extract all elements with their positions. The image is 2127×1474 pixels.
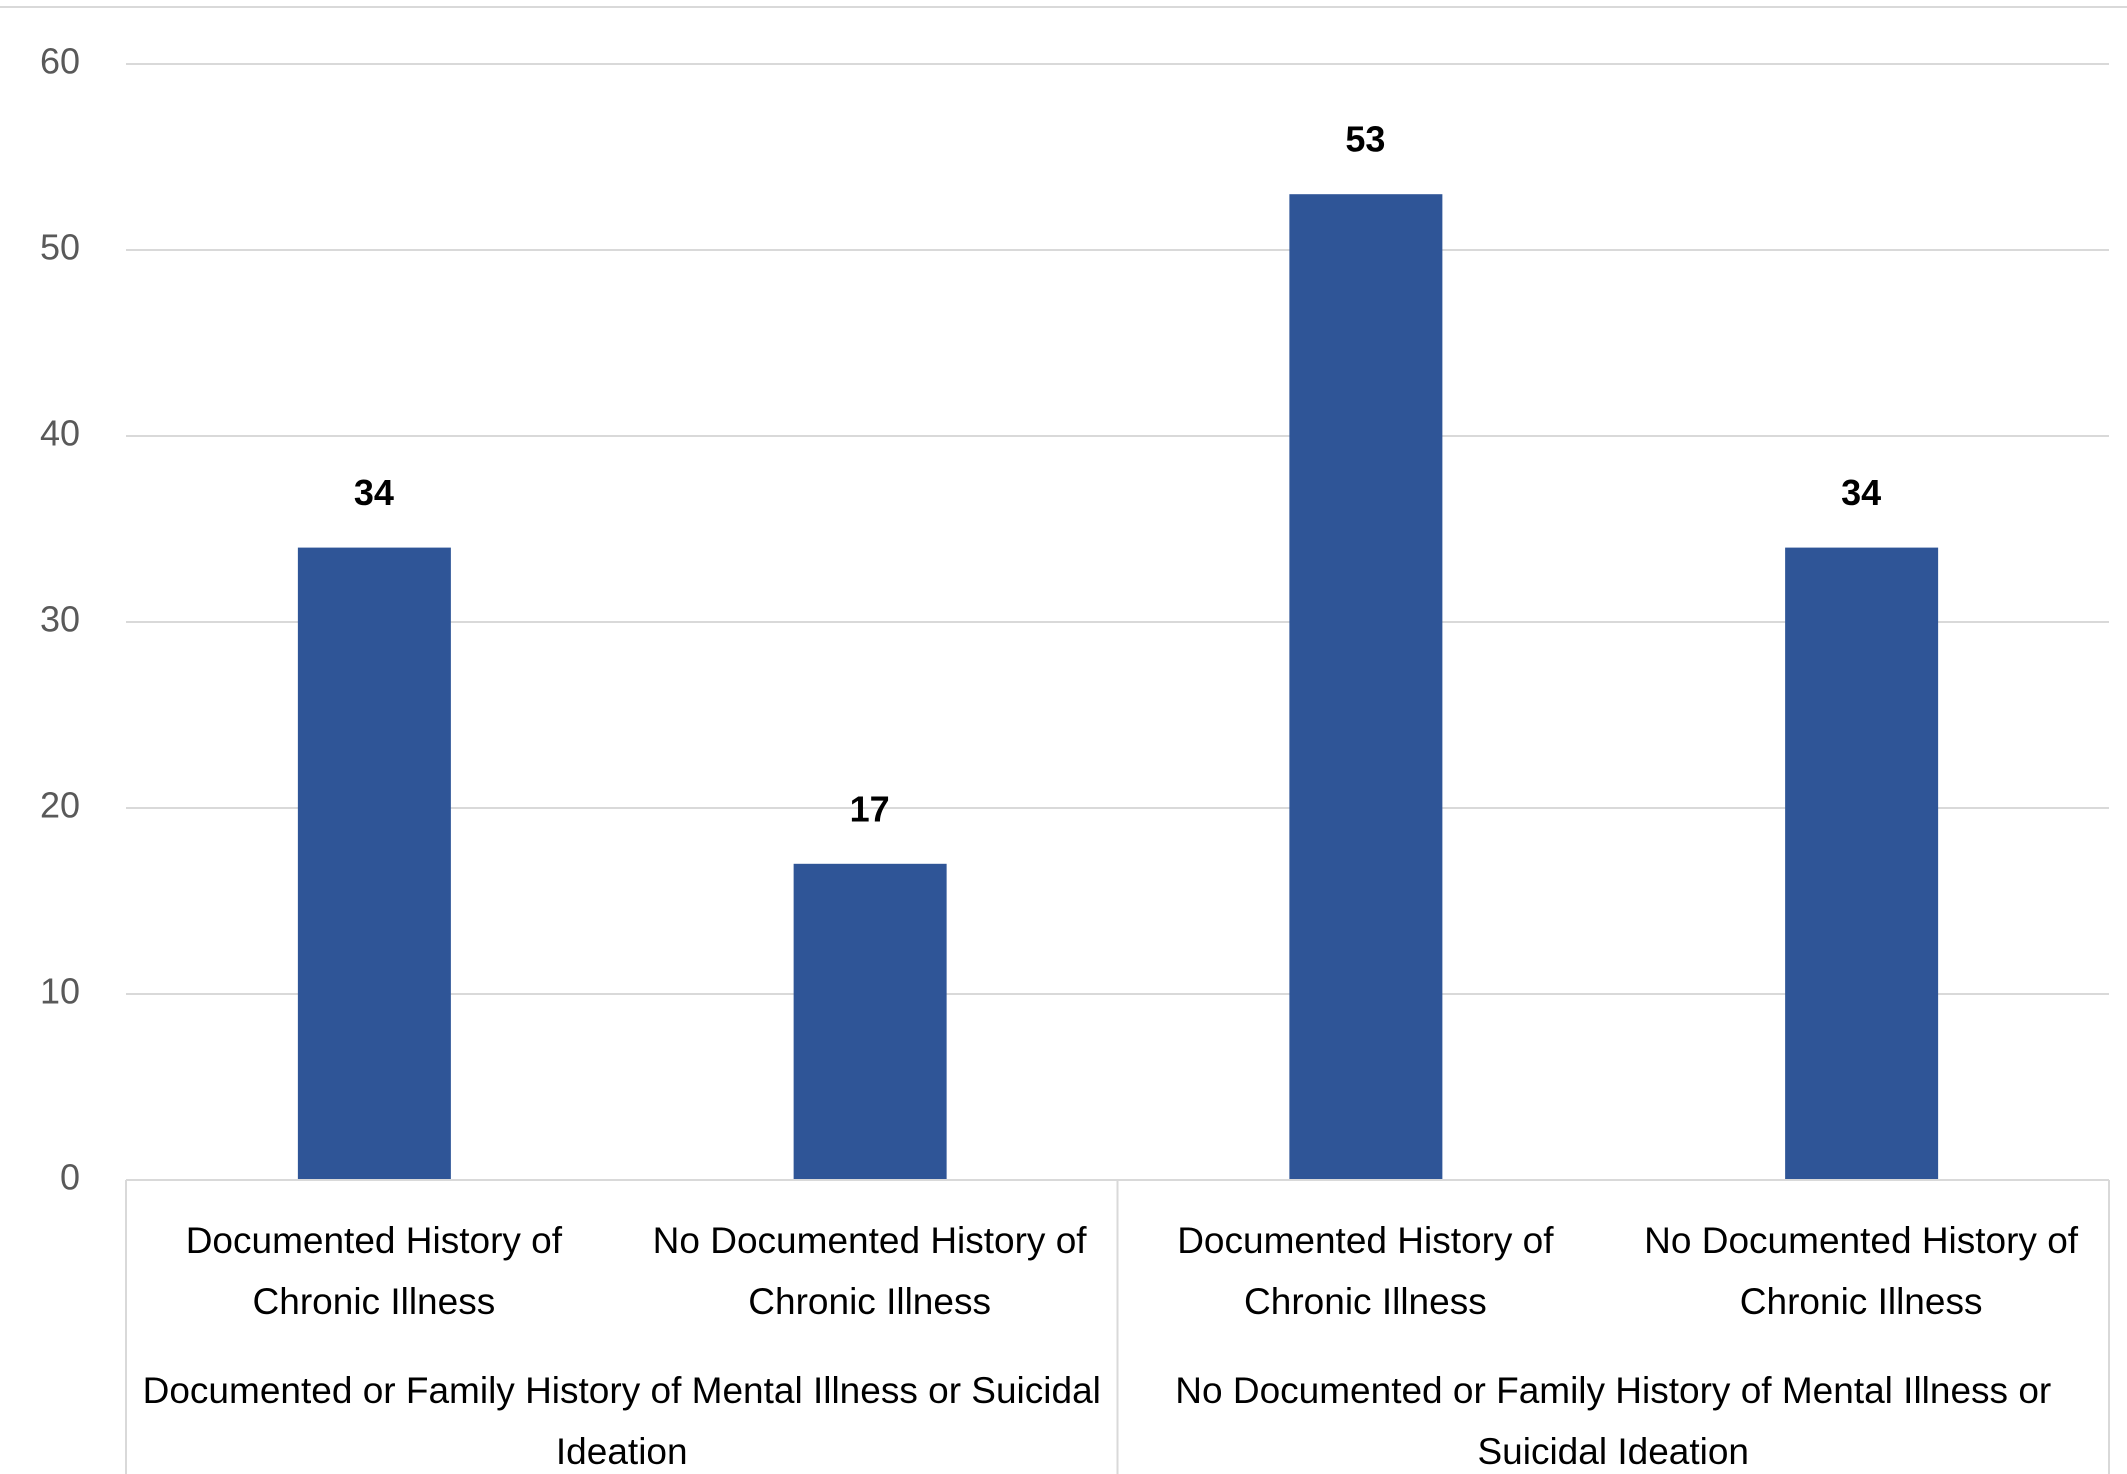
x-tick-label: Documented History of Chronic Illness	[185, 1220, 563, 1322]
y-tick-label: 50	[40, 227, 80, 268]
y-tick-label: 0	[60, 1157, 80, 1198]
x-tick-label: No Documented History of Chronic Illness	[652, 1220, 1087, 1322]
y-tick-label: 60	[40, 41, 80, 82]
bar	[793, 863, 947, 1180]
group-label: No Documented or Family History of Menta…	[1175, 1370, 2052, 1472]
data-label: 34	[1841, 472, 1881, 513]
data-label: 53	[1345, 119, 1385, 160]
data-label: 17	[850, 788, 890, 829]
bar	[297, 547, 451, 1180]
y-tick-label: 30	[40, 599, 80, 640]
y-tick-label: 20	[40, 785, 80, 826]
y-tick-label: 10	[40, 971, 80, 1012]
x-tick-label: No Documented History of Chronic Illness	[1644, 1220, 2079, 1322]
y-tick-label: 40	[40, 413, 80, 454]
group-label: Documented or Family History of Mental I…	[142, 1370, 1101, 1472]
bar	[1289, 194, 1443, 1180]
x-tick-label: Documented History of Chronic Illness	[1177, 1220, 1554, 1322]
data-label: 34	[354, 472, 394, 513]
bar	[1785, 547, 1939, 1180]
